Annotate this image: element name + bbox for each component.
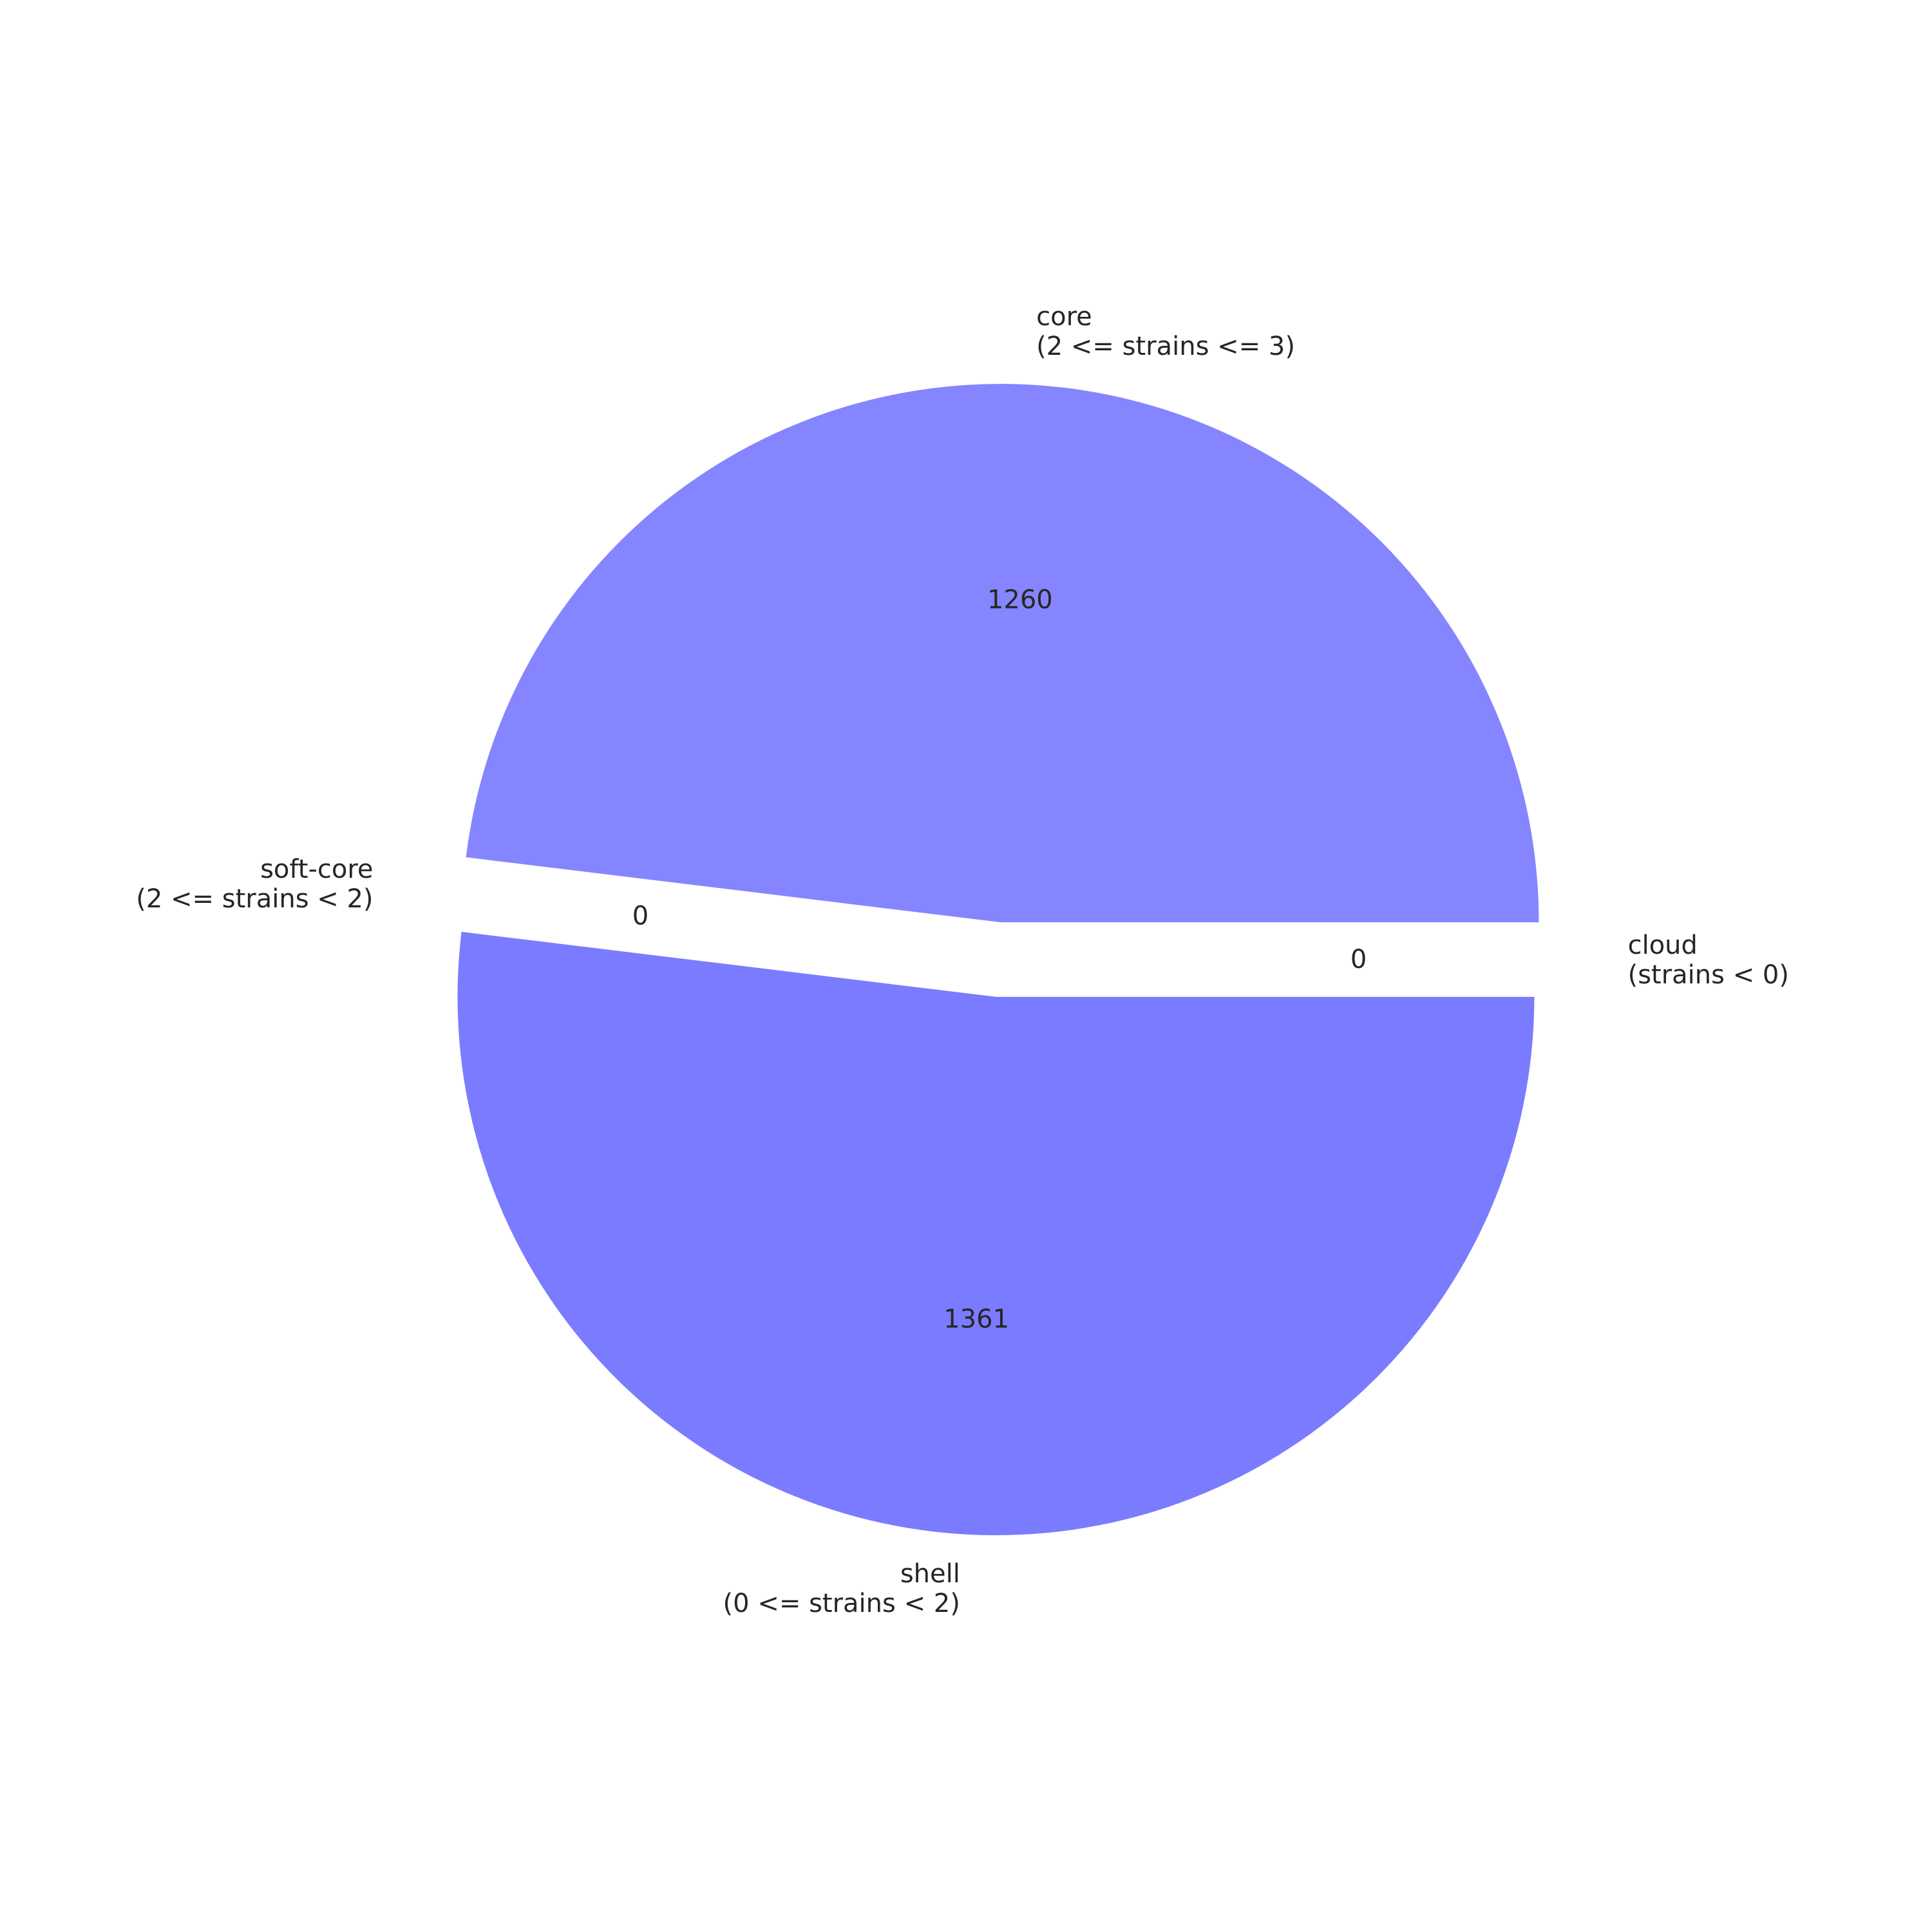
category-label-cloud: cloud (strains < 0) [1628,931,1789,990]
value-label-cloud: 0 [1350,945,1367,974]
category-label-name: shell [900,1559,960,1589]
category-label-core: core (2 <= strains <= 3) [1036,302,1295,361]
category-label-range: (2 <= strains <= 3) [1036,332,1295,361]
value-label-core: 1260 [987,585,1053,614]
category-label-range: (strains < 0) [1628,960,1789,990]
category-label-soft-core: soft-core (2 <= strains < 2) [136,855,373,914]
pie-slice-shell [457,931,1535,1535]
value-label-shell: 1361 [943,1305,1009,1334]
pie-slices [457,384,1539,1535]
category-label-range: (2 <= strains < 2) [136,884,373,914]
category-label-shell: shell (0 <= strains < 2) [723,1559,960,1618]
value-label-soft-core: 0 [632,901,649,931]
category-label-name: cloud [1628,931,1698,960]
pie-slice-core [466,384,1539,923]
pie-value-labels: 1260 0 1361 0 [632,585,1367,1334]
category-label-name: core [1036,302,1092,332]
category-label-name: soft-core [260,855,373,884]
pie-category-labels: core (2 <= strains <= 3)soft-core (2 <= st… [136,302,1789,1618]
category-label-range: (0 <= strains < 2) [723,1589,960,1618]
